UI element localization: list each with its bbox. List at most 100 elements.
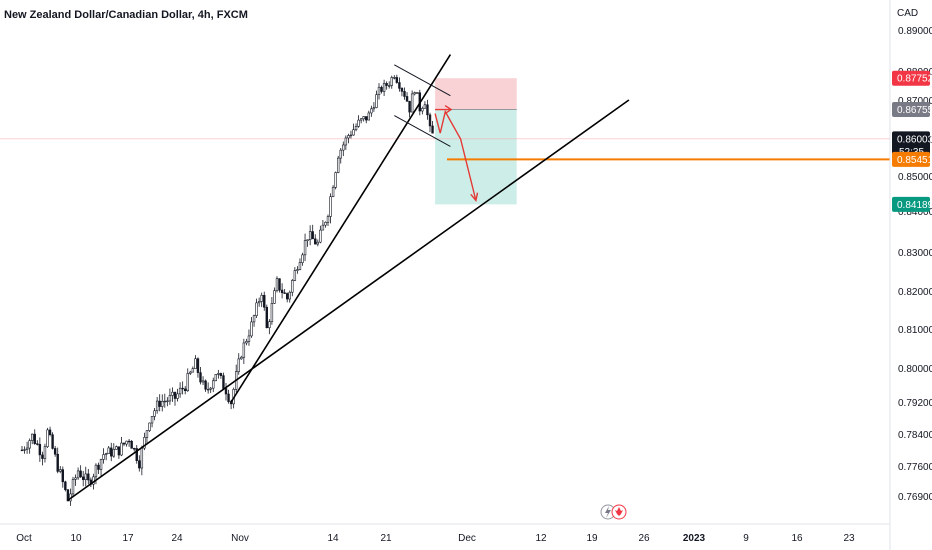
candle-body — [120, 442, 123, 456]
candle-body — [265, 306, 268, 329]
candle-body — [311, 231, 314, 240]
candle-body — [61, 469, 65, 483]
candle-body — [377, 86, 381, 95]
candle-body — [372, 107, 376, 110]
candle-body — [99, 459, 103, 470]
candle-body — [25, 447, 29, 450]
candle-body — [395, 77, 399, 83]
candle-body — [43, 446, 47, 459]
price-tag-label: 0.86755 — [897, 105, 932, 116]
x-tick-label: 10 — [70, 533, 82, 544]
candle-body — [201, 380, 205, 383]
candle-body — [181, 387, 184, 390]
candle-body — [347, 135, 350, 139]
candle-body — [155, 400, 159, 412]
candle-body — [135, 448, 138, 461]
stop-loss-zone — [435, 78, 517, 110]
candle-body — [178, 387, 182, 395]
candle-body — [428, 114, 432, 127]
candle-body — [237, 358, 240, 372]
x-tick-label: 23 — [843, 533, 855, 544]
candle-body — [122, 442, 126, 445]
candle-body — [107, 447, 110, 455]
trendline — [230, 54, 452, 403]
canada-flag-glyph — [615, 507, 623, 516]
candle-body — [390, 77, 393, 86]
channel-line — [394, 64, 451, 97]
candle-body — [59, 469, 62, 472]
y-tick-label: 0.85000 — [898, 172, 932, 183]
candle-body — [293, 270, 297, 281]
candle-body — [426, 104, 429, 116]
candle-body — [74, 477, 77, 480]
candle-body — [41, 454, 44, 459]
candle-body — [199, 372, 202, 383]
candle-body — [270, 303, 274, 322]
x-tick-label: 19 — [586, 533, 598, 544]
candle-body — [138, 460, 141, 469]
candle-body — [28, 440, 31, 449]
x-tick-label: 12 — [535, 533, 547, 544]
candle-body — [79, 470, 82, 478]
candle-body — [71, 479, 75, 495]
candle-body — [331, 187, 335, 197]
price-tag — [892, 70, 930, 86]
candle-body — [413, 92, 416, 95]
y-tick-label: 0.84000 — [898, 207, 932, 218]
candle-body — [209, 387, 212, 390]
y-tick-label: 0.79200 — [898, 398, 932, 409]
candle-body — [153, 410, 156, 417]
candle-body — [380, 86, 383, 92]
price-tag — [892, 196, 930, 212]
candle-body — [76, 470, 80, 479]
candle-body — [296, 269, 299, 271]
candle-body — [53, 448, 57, 455]
y-tick-label: 0.78400 — [898, 430, 932, 441]
candle-body — [298, 262, 302, 270]
candle-body — [324, 222, 327, 226]
candle-body — [367, 112, 370, 121]
candle-body — [145, 430, 149, 438]
candle-body — [224, 388, 228, 395]
candle-body — [365, 116, 368, 121]
take-profit-zone — [435, 109, 517, 205]
x-tick-label: Nov — [231, 533, 249, 544]
candle-body — [303, 240, 307, 256]
candle-body — [46, 429, 49, 448]
candle-body — [275, 278, 279, 291]
price-tag — [892, 151, 930, 167]
candle-body — [150, 416, 154, 424]
candle-body — [273, 290, 276, 304]
candle-body — [97, 464, 100, 470]
candle-body — [51, 434, 54, 449]
candle-body — [171, 391, 174, 396]
candle-body — [242, 342, 246, 358]
x-tick-label: 26 — [638, 533, 650, 544]
candle-body — [283, 292, 286, 294]
candle-body — [349, 134, 353, 137]
candle-body — [245, 341, 248, 344]
candle-body — [431, 125, 434, 134]
candle-body — [316, 241, 319, 245]
currency-label: CAD — [897, 8, 918, 19]
candle-body — [133, 448, 136, 450]
candle-body — [255, 302, 258, 316]
candle-body — [362, 116, 365, 120]
x-tick-label: 24 — [171, 533, 183, 544]
price-tag-label: 0.84189 — [897, 200, 932, 211]
candle-body — [127, 440, 131, 443]
price-tag-label: 0.86003 — [897, 134, 932, 145]
candle-body — [288, 291, 291, 300]
candle-body — [339, 149, 342, 159]
candle-body — [319, 229, 322, 243]
y-tick-label: 0.89000 — [898, 26, 932, 37]
trendline — [67, 99, 630, 501]
candle-body — [400, 88, 404, 92]
x-tick-label: Oct — [16, 533, 32, 544]
candle-body — [140, 447, 144, 469]
candle-body — [23, 449, 26, 451]
candle-body — [393, 77, 396, 79]
price-tag — [892, 102, 930, 118]
candle-body — [186, 373, 189, 392]
